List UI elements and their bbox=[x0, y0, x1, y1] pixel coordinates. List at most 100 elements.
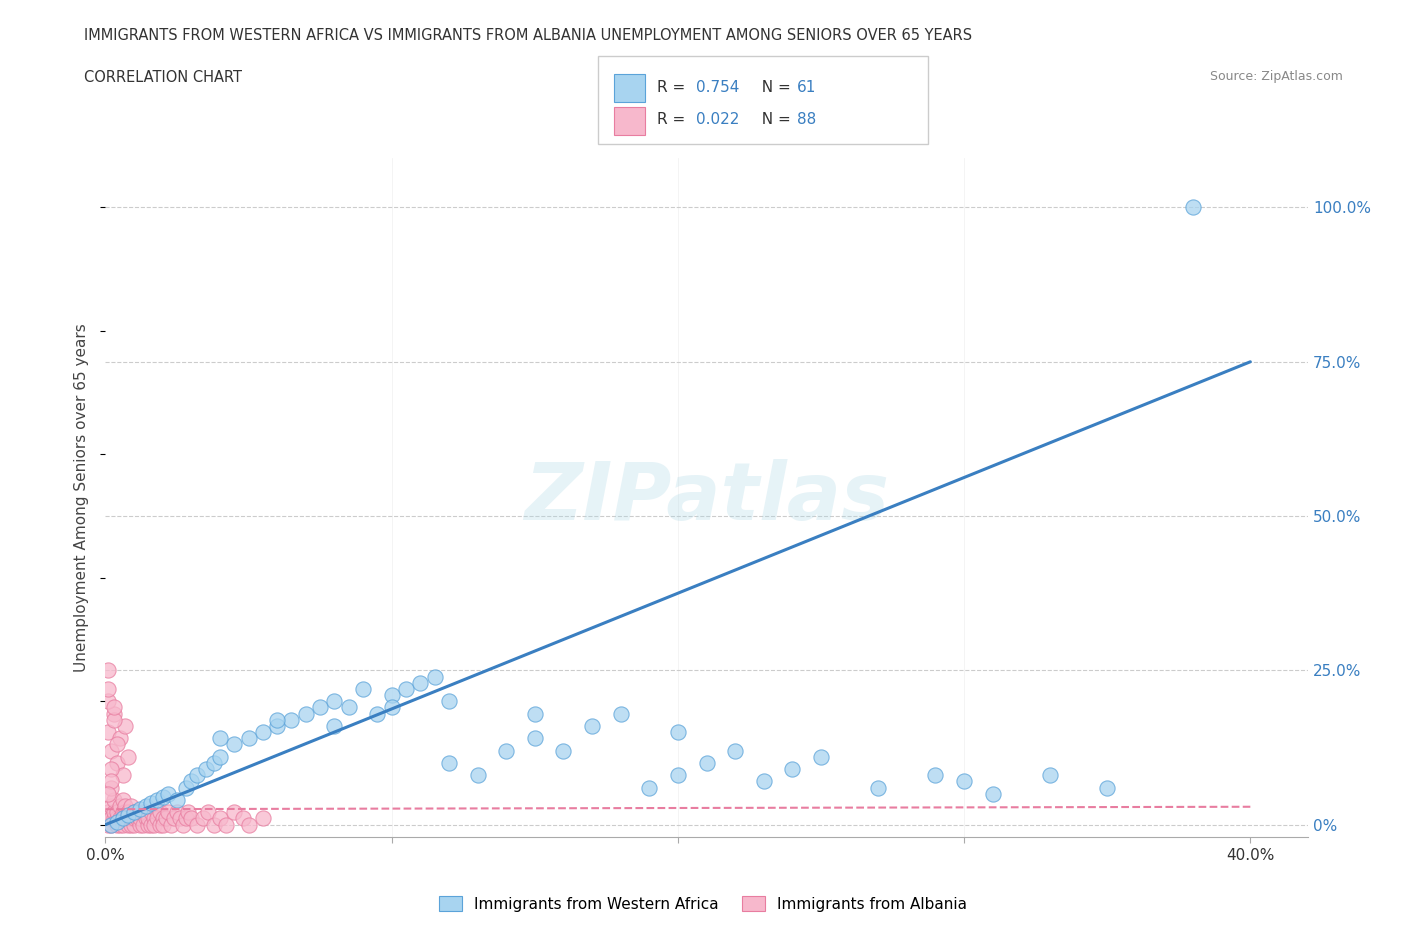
Point bbox=[395, 682, 418, 697]
Point bbox=[105, 814, 128, 829]
Point bbox=[169, 811, 191, 826]
Point bbox=[103, 700, 125, 715]
Point bbox=[100, 799, 122, 814]
Point bbox=[105, 755, 128, 770]
Point bbox=[152, 790, 174, 804]
Point bbox=[120, 817, 142, 832]
Point bbox=[366, 706, 388, 721]
Point bbox=[141, 796, 163, 811]
Point bbox=[135, 804, 157, 819]
Point bbox=[381, 700, 404, 715]
Point bbox=[238, 731, 260, 746]
Point bbox=[111, 817, 134, 832]
Point bbox=[100, 743, 122, 758]
Point bbox=[122, 804, 145, 819]
Point bbox=[437, 755, 460, 770]
Point bbox=[202, 817, 225, 832]
Point bbox=[523, 731, 546, 746]
Point bbox=[149, 804, 172, 819]
Point bbox=[437, 694, 460, 709]
Point bbox=[423, 669, 446, 684]
Point bbox=[111, 804, 134, 819]
Point bbox=[117, 804, 139, 819]
Point bbox=[120, 799, 142, 814]
Text: R =: R = bbox=[657, 113, 690, 127]
Point bbox=[100, 817, 122, 832]
Point bbox=[166, 804, 188, 819]
Point bbox=[143, 811, 166, 826]
Point bbox=[97, 724, 120, 739]
Point bbox=[117, 817, 139, 832]
Point bbox=[177, 804, 200, 819]
Point bbox=[100, 817, 122, 832]
Text: IMMIGRANTS FROM WESTERN AFRICA VS IMMIGRANTS FROM ALBANIA UNEMPLOYMENT AMONG SEN: IMMIGRANTS FROM WESTERN AFRICA VS IMMIGR… bbox=[84, 28, 973, 43]
Legend: Immigrants from Western Africa, Immigrants from Albania: Immigrants from Western Africa, Immigran… bbox=[433, 889, 973, 918]
Point bbox=[97, 663, 120, 678]
Point bbox=[125, 811, 148, 826]
Point bbox=[194, 762, 217, 777]
Point bbox=[108, 817, 131, 832]
Point bbox=[155, 811, 177, 826]
Point bbox=[108, 799, 131, 814]
Point bbox=[117, 808, 139, 823]
Text: 61: 61 bbox=[797, 80, 817, 95]
Point bbox=[197, 804, 219, 819]
Point bbox=[696, 755, 718, 770]
Point bbox=[163, 811, 186, 826]
Point bbox=[208, 731, 231, 746]
Point bbox=[125, 804, 148, 819]
Point bbox=[128, 811, 150, 826]
Point bbox=[495, 743, 517, 758]
Text: N =: N = bbox=[752, 113, 796, 127]
Point bbox=[180, 811, 202, 826]
Point bbox=[172, 817, 194, 832]
Point bbox=[174, 811, 197, 826]
Point bbox=[252, 811, 274, 826]
Point bbox=[111, 768, 134, 783]
Point bbox=[782, 762, 804, 777]
Point bbox=[111, 792, 134, 807]
Point bbox=[146, 804, 169, 819]
Point bbox=[752, 774, 775, 789]
Point bbox=[280, 712, 302, 727]
Point bbox=[266, 719, 288, 734]
Point bbox=[981, 787, 1004, 802]
Point bbox=[868, 780, 890, 795]
Point bbox=[100, 780, 122, 795]
Point bbox=[141, 804, 163, 819]
Point bbox=[122, 811, 145, 826]
Text: 0.022: 0.022 bbox=[696, 113, 740, 127]
Point bbox=[224, 804, 246, 819]
Point bbox=[609, 706, 631, 721]
Point bbox=[108, 731, 131, 746]
Point bbox=[143, 817, 166, 832]
Point bbox=[135, 799, 157, 814]
Point bbox=[111, 811, 134, 826]
Text: CORRELATION CHART: CORRELATION CHART bbox=[84, 70, 242, 85]
Point bbox=[122, 817, 145, 832]
Point bbox=[638, 780, 661, 795]
Text: ZIPatlas: ZIPatlas bbox=[524, 458, 889, 537]
Point bbox=[128, 802, 150, 817]
Point bbox=[135, 811, 157, 826]
Point bbox=[581, 719, 603, 734]
Point bbox=[323, 694, 346, 709]
Point bbox=[117, 750, 139, 764]
Point bbox=[105, 804, 128, 819]
Point bbox=[352, 682, 374, 697]
Point bbox=[108, 811, 131, 826]
Point bbox=[180, 774, 202, 789]
Point bbox=[146, 811, 169, 826]
Point bbox=[523, 706, 546, 721]
Text: Source: ZipAtlas.com: Source: ZipAtlas.com bbox=[1209, 70, 1343, 83]
Point bbox=[105, 817, 128, 832]
Point bbox=[224, 737, 246, 751]
Point bbox=[103, 804, 125, 819]
Point bbox=[138, 811, 160, 826]
Point bbox=[114, 719, 136, 734]
Text: R =: R = bbox=[657, 80, 690, 95]
Point bbox=[128, 817, 150, 832]
Point bbox=[103, 712, 125, 727]
Point bbox=[553, 743, 575, 758]
Point bbox=[166, 792, 188, 807]
